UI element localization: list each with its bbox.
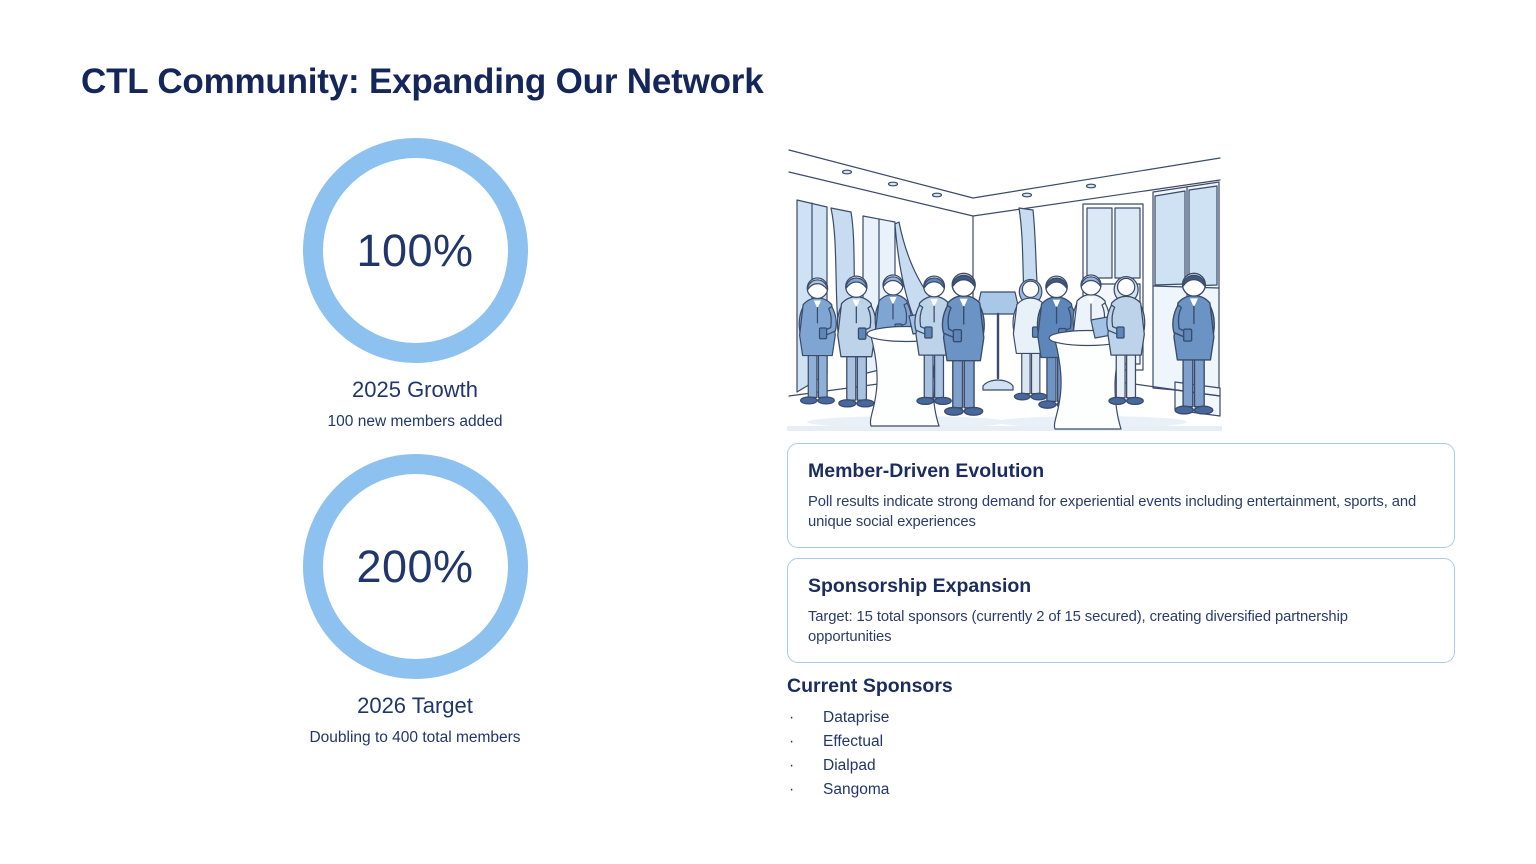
sponsor-item: · Effectual — [787, 730, 1458, 754]
bullet-icon: · — [789, 733, 795, 751]
sponsor-item: · Sangoma — [787, 778, 1458, 802]
card-title: Member-Driven Evolution — [808, 460, 1045, 482]
bullet-icon: · — [789, 781, 795, 799]
card-member-driven-evolution: Member-Driven Evolution Poll results ind… — [787, 443, 1455, 549]
sponsor-item: · Dialpad — [787, 754, 1458, 778]
card-body: Poll results indicate strong demand for … — [808, 494, 1417, 531]
sponsor-name: Dialpad — [823, 757, 876, 775]
right-column: Member-Driven Evolution Poll results ind… — [787, 138, 1458, 802]
bullet-icon: · — [789, 709, 795, 727]
current-sponsors-heading: Current Sponsors — [787, 675, 953, 698]
stat-2025-growth: 100% 2025 Growth 100 new members added — [302, 138, 528, 431]
sponsor-name: Effectual — [823, 733, 884, 751]
sponsor-name: Dataprise — [823, 709, 890, 727]
card-sponsorship-expansion: Sponsorship Expansion Target: 15 total s… — [787, 558, 1455, 664]
card-title: Sponsorship Expansion — [808, 575, 1032, 598]
current-sponsors-section: Current Sponsors · Dataprise · Effectual… — [787, 675, 1458, 802]
card-body: Target: 15 total sponsors (currently 2 o… — [808, 609, 1348, 646]
progress-ring-2026: 200% — [302, 454, 528, 679]
stats-column: 100% 2025 Growth 100 new members added 2… — [255, 138, 575, 747]
sponsor-name: Sangoma — [823, 781, 890, 799]
stat-label-2026: 2026 Target — [357, 693, 473, 718]
stat-value-2025: 100% — [356, 224, 474, 276]
stat-2026-target: 200% 2026 Target Doubling to 400 total m… — [302, 454, 528, 747]
stat-description-2025: 100 new members added — [327, 413, 503, 430]
sponsor-item: · Dataprise — [787, 706, 1458, 730]
bullet-icon: · — [789, 757, 795, 775]
stat-value-2026: 200% — [356, 540, 474, 592]
page-title: CTL Community: Expanding Our Network — [81, 62, 764, 101]
networking-event-illustration — [787, 149, 1222, 431]
stat-description-2026: Doubling to 400 total members — [309, 729, 521, 746]
stat-label-2025: 2025 Growth — [352, 377, 478, 402]
sponsor-list: · Dataprise · Effectual · Dialpad · Sang… — [787, 706, 1458, 802]
progress-ring-2025: 100% — [302, 138, 528, 363]
